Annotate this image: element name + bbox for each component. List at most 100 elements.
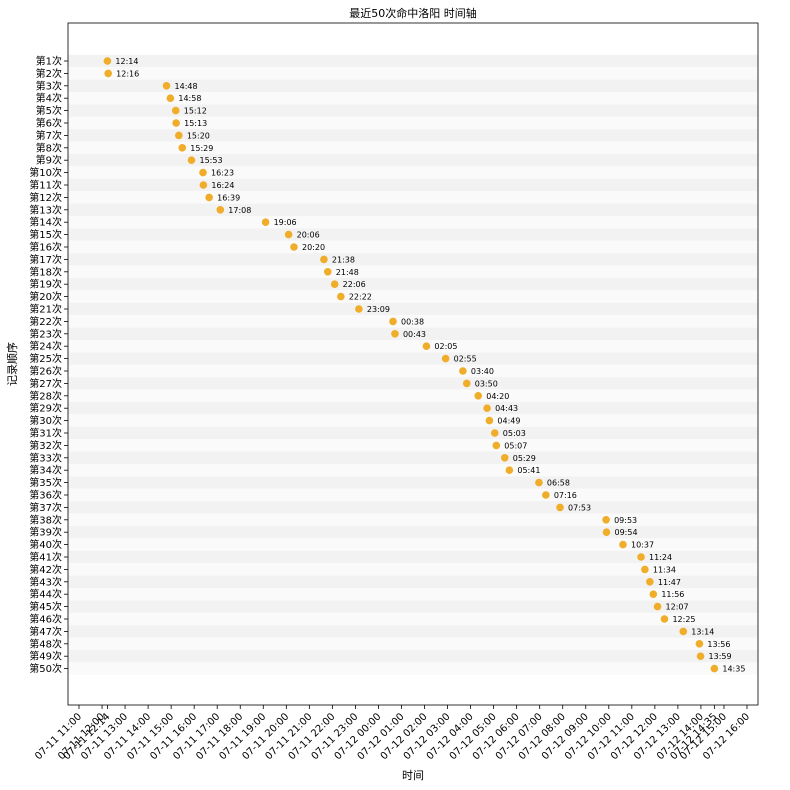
y-tick-label: 第10次 bbox=[29, 166, 62, 179]
point-annotation: 13:59 bbox=[709, 652, 732, 661]
row-band bbox=[68, 377, 758, 390]
row-band bbox=[68, 451, 758, 464]
row-band bbox=[68, 228, 758, 241]
data-point bbox=[660, 615, 669, 623]
point-annotation: 05:41 bbox=[517, 466, 540, 475]
row-band bbox=[68, 426, 758, 440]
data-point bbox=[441, 354, 450, 363]
row-band bbox=[68, 178, 758, 192]
row-band bbox=[68, 364, 758, 378]
row-band bbox=[68, 476, 758, 489]
data-point bbox=[337, 292, 345, 301]
point-annotation: 13:56 bbox=[707, 640, 730, 649]
row-band bbox=[68, 67, 758, 80]
point-annotation: 00:38 bbox=[401, 317, 424, 326]
point-annotation: 09:54 bbox=[614, 528, 637, 537]
row-band bbox=[68, 92, 758, 105]
point-annotation: 13:14 bbox=[691, 627, 714, 636]
point-annotation: 05:29 bbox=[513, 454, 536, 463]
y-tick-label: 第5次 bbox=[36, 104, 62, 117]
data-point bbox=[422, 342, 431, 351]
point-annotation: 21:38 bbox=[332, 255, 355, 264]
y-tick-label: 第23次 bbox=[29, 327, 62, 340]
point-annotation: 15:53 bbox=[199, 156, 222, 165]
point-annotation: 21:48 bbox=[336, 268, 359, 277]
y-tick-label: 第17次 bbox=[29, 253, 62, 266]
row-band bbox=[68, 191, 758, 204]
row-band bbox=[68, 141, 758, 154]
data-point bbox=[483, 404, 491, 413]
point-annotation: 16:24 bbox=[211, 181, 234, 190]
row-band bbox=[68, 79, 758, 92]
point-annotations: 12:14 12:16 14:48 14:58 15:12 15:13 15:20 15:29… bbox=[115, 57, 745, 674]
row-band bbox=[68, 662, 758, 675]
row-band bbox=[68, 625, 758, 638]
y-tick-label: 第34次 bbox=[29, 464, 62, 477]
row-band bbox=[68, 327, 758, 340]
y-tick-label: 第8次 bbox=[36, 141, 62, 154]
point-annotation: 20:20 bbox=[302, 243, 325, 252]
point-annotation: 14:48 bbox=[175, 82, 198, 91]
data-point bbox=[290, 243, 298, 251]
data-point bbox=[696, 652, 705, 660]
point-annotation: 09:53 bbox=[614, 516, 637, 525]
point-annotation: 20:06 bbox=[297, 231, 320, 240]
y-tick-label: 第6次 bbox=[36, 117, 62, 130]
data-point bbox=[171, 106, 180, 115]
y-tick-label: 第24次 bbox=[29, 340, 62, 353]
row-band bbox=[68, 402, 758, 415]
point-annotation: 03:50 bbox=[475, 379, 498, 388]
point-annotation: 15:12 bbox=[184, 107, 207, 116]
row-band bbox=[68, 302, 758, 316]
row-band bbox=[68, 154, 758, 167]
row-band bbox=[68, 315, 758, 328]
y-tick-label: 第50次 bbox=[29, 662, 62, 675]
data-point bbox=[695, 640, 704, 648]
plot-frame bbox=[67, 22, 759, 706]
row-band bbox=[68, 650, 758, 663]
data-point bbox=[355, 305, 363, 313]
data-point bbox=[462, 379, 471, 388]
data-point bbox=[175, 131, 183, 140]
data-point bbox=[505, 466, 514, 475]
point-annotation: 05:03 bbox=[503, 429, 526, 438]
data-point bbox=[542, 491, 550, 499]
point-annotation: 12:14 bbox=[115, 57, 138, 66]
y-tick-label: 第32次 bbox=[29, 439, 62, 452]
point-annotation: 16:39 bbox=[217, 193, 240, 202]
data-point bbox=[641, 565, 649, 574]
y-tick-label: 第2次 bbox=[36, 67, 62, 80]
y-tick-label: 第21次 bbox=[29, 303, 62, 316]
y-tick-label: 第49次 bbox=[29, 650, 62, 663]
row-band bbox=[68, 513, 758, 526]
row-band bbox=[68, 104, 758, 117]
point-annotation: 12:25 bbox=[672, 615, 695, 624]
data-point bbox=[459, 367, 467, 375]
y-tick-label: 第11次 bbox=[29, 179, 62, 192]
point-annotation: 15:20 bbox=[187, 131, 210, 140]
row-band bbox=[68, 265, 758, 278]
y-tick-label: 第20次 bbox=[29, 290, 62, 303]
y-tick-label: 第1次 bbox=[36, 55, 62, 68]
row-band bbox=[68, 278, 758, 291]
point-annotation: 12:16 bbox=[116, 69, 139, 78]
point-annotation: 10:37 bbox=[631, 541, 654, 550]
data-point bbox=[490, 429, 499, 437]
data-point bbox=[205, 193, 213, 202]
data-point bbox=[178, 144, 187, 152]
row-band bbox=[68, 253, 758, 266]
row-band bbox=[68, 588, 758, 601]
point-annotation: 05:07 bbox=[504, 441, 527, 450]
data-point bbox=[492, 441, 501, 450]
point-annotation: 16:23 bbox=[211, 169, 234, 178]
data-point bbox=[261, 218, 270, 226]
data-point bbox=[602, 516, 610, 524]
row-band bbox=[68, 352, 758, 365]
data-point bbox=[389, 317, 397, 326]
point-annotation: 11:24 bbox=[649, 553, 672, 562]
row-band bbox=[68, 203, 758, 216]
data-point bbox=[216, 206, 225, 214]
data-point bbox=[619, 540, 627, 549]
